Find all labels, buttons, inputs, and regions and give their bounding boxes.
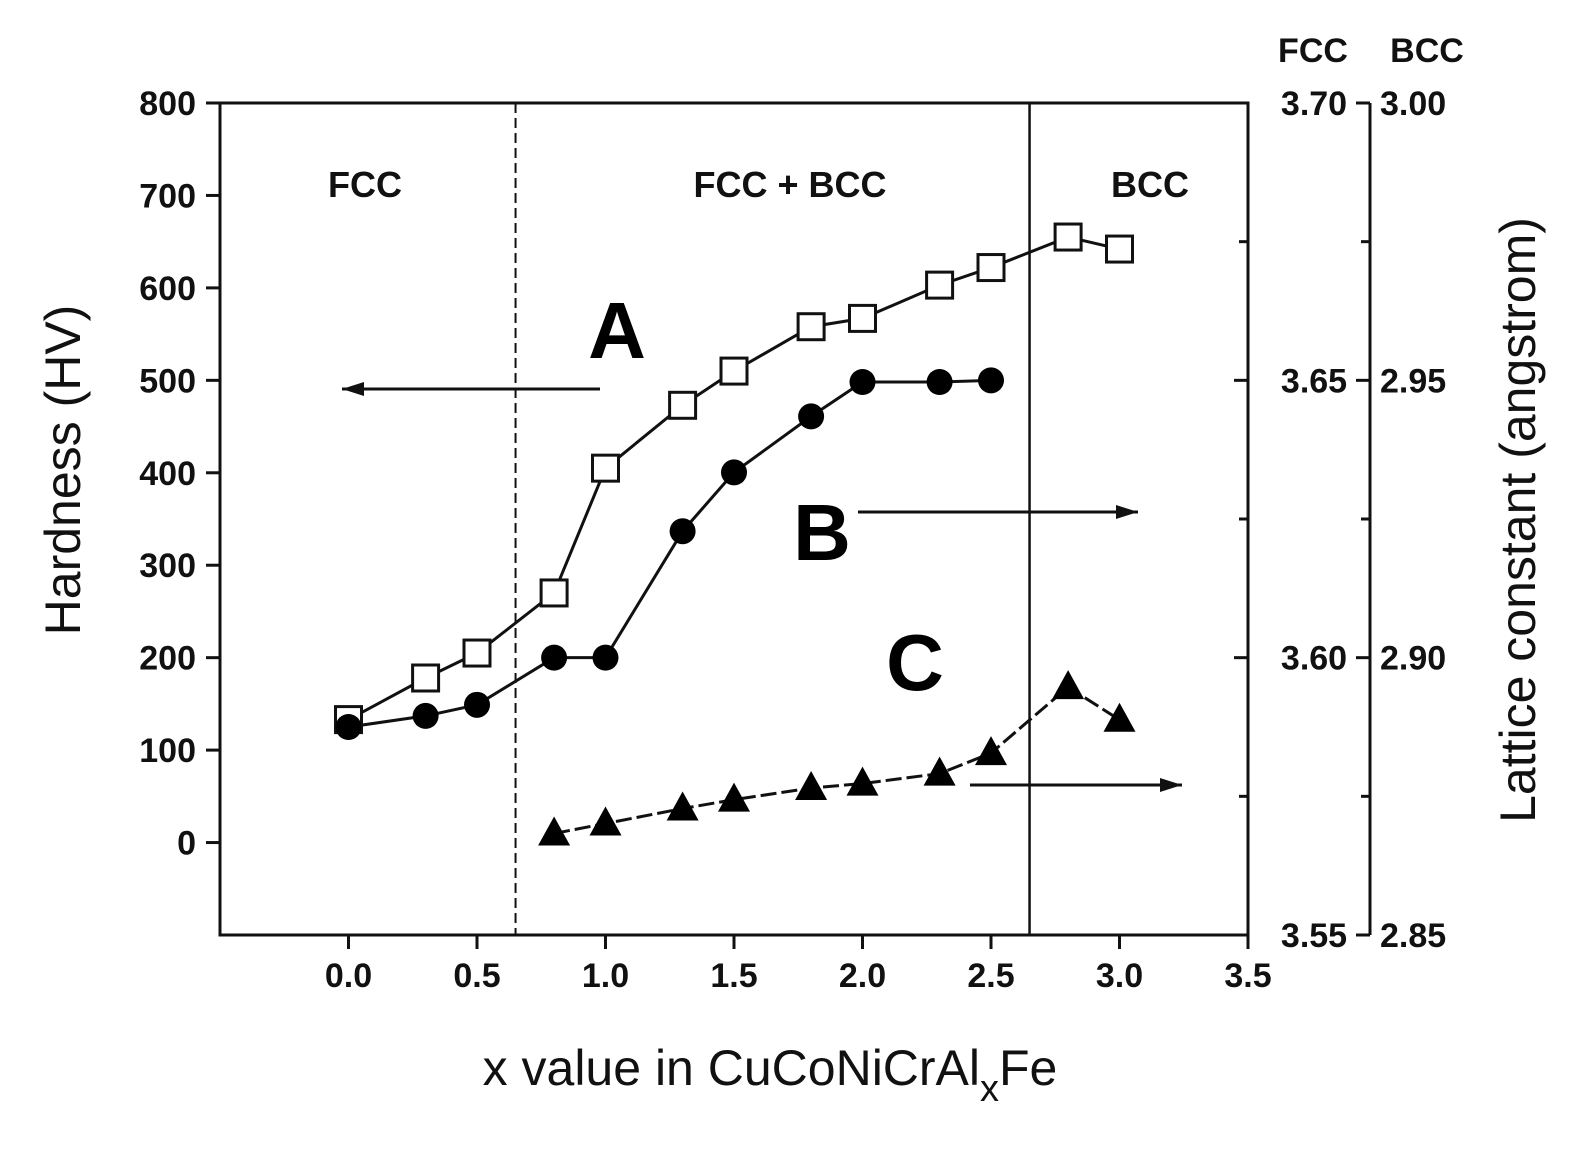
data-point-a — [668, 390, 698, 420]
data-point-a — [848, 303, 877, 333]
data-point-c — [666, 791, 699, 821]
data-point-c — [718, 782, 750, 812]
arrow-b-head — [1116, 505, 1138, 519]
curve-label-a: A — [588, 286, 646, 375]
x-tick-label: 3.5 — [1224, 957, 1271, 995]
data-point-b — [926, 368, 953, 395]
x-tick-label: 2.0 — [839, 957, 886, 995]
data-point-b — [849, 368, 876, 395]
x-tick-label: 2.5 — [967, 957, 1014, 995]
x-tick-label: 1.0 — [582, 957, 629, 995]
y-tick-label-right-fcc: 3.65 — [1281, 362, 1347, 400]
label-layer: FCC FCC + BCC BCC A B C FCC BCC Hardness… — [35, 32, 1546, 1110]
x-axis-title: x value in CuCoNiCrAlxFe — [483, 1040, 1058, 1110]
data-point-a — [411, 663, 441, 693]
data-point-b — [798, 403, 825, 430]
y-tick-label-left: 300 — [139, 547, 196, 585]
phase-label-fcc: FCC — [328, 164, 402, 205]
phase-label-bcc: BCC — [1111, 164, 1189, 205]
x-tick-label: 1.5 — [710, 957, 757, 995]
data-point-c — [795, 771, 828, 801]
y-tick-label-right-bcc: 3.00 — [1380, 85, 1446, 123]
data-point-b — [592, 644, 619, 671]
data-point-c — [538, 816, 571, 846]
data-point-b — [721, 459, 747, 486]
series-layer — [334, 222, 1136, 846]
data-point-b — [669, 518, 696, 545]
data-point-c — [923, 756, 956, 786]
y-tick-label-left: 400 — [139, 455, 196, 493]
data-point-c — [975, 736, 1007, 766]
x-axis-title-tail: Fe — [999, 1040, 1057, 1096]
data-point-a — [1053, 222, 1083, 252]
x-tick-label: 3.0 — [1096, 957, 1143, 995]
data-point-b — [978, 367, 1004, 394]
y-tick-label-left: 700 — [139, 177, 196, 215]
curve-label-c: C — [886, 618, 944, 707]
data-point-b — [464, 691, 490, 718]
data-point-c — [846, 766, 879, 796]
y-tick-label-left: 200 — [139, 640, 196, 678]
data-point-a — [719, 356, 749, 386]
y-tick-label-right-fcc: 3.60 — [1281, 640, 1347, 678]
arrow-a-head — [342, 382, 364, 396]
data-point-c — [589, 806, 622, 836]
data-point-c — [1052, 670, 1085, 700]
curve-label-b: B — [793, 488, 851, 577]
y-tick-label-left: 800 — [139, 85, 196, 123]
right-axis-header-fcc: FCC — [1278, 32, 1348, 70]
x-axis-title-subscript: x — [980, 1068, 999, 1110]
series-line-c — [553, 685, 1121, 835]
y-tick-label-right-bcc: 2.95 — [1380, 362, 1446, 400]
data-point-b — [335, 714, 362, 740]
data-point-a — [976, 253, 1006, 283]
phase-label-fcc-bcc: FCC + BCC — [693, 164, 886, 205]
data-point-a — [462, 638, 492, 668]
x-tick-label: 0.0 — [325, 957, 372, 995]
right-axis-header-bcc: BCC — [1390, 32, 1464, 70]
axes-layer: 0 100 200 300 400 500 600 700 800 0.0 0.5 1.0 1.5 2.0… — [139, 85, 1446, 995]
y-tick-label-right-bcc: 2.85 — [1380, 917, 1446, 955]
data-point-b — [541, 644, 568, 671]
data-point-a — [925, 270, 955, 300]
x-axis-title-main: x value in CuCoNiCrAl — [483, 1040, 980, 1096]
arrow-c-head — [1160, 778, 1182, 792]
data-point-a — [1105, 234, 1134, 264]
data-point-c — [1103, 702, 1136, 732]
y-tick-label-left: 0 — [177, 825, 196, 863]
y-tick-label-right-fcc: 3.70 — [1281, 85, 1347, 123]
y-tick-label-left: 500 — [139, 362, 196, 400]
y-axis-title-left: Hardness (HV) — [35, 305, 91, 636]
y-tick-label-right-fcc: 3.55 — [1281, 917, 1347, 955]
x-tick-label: 0.5 — [453, 957, 500, 995]
y-axis-title-right: Lattice constant (angstrom) — [1490, 217, 1546, 823]
data-point-a — [591, 453, 620, 483]
data-point-a — [539, 578, 569, 608]
data-point-a — [796, 312, 826, 342]
data-point-b — [412, 702, 439, 729]
y-tick-label-left: 100 — [139, 732, 196, 770]
y-tick-label-left: 600 — [139, 270, 196, 308]
y-tick-label-right-bcc: 2.90 — [1380, 640, 1446, 678]
